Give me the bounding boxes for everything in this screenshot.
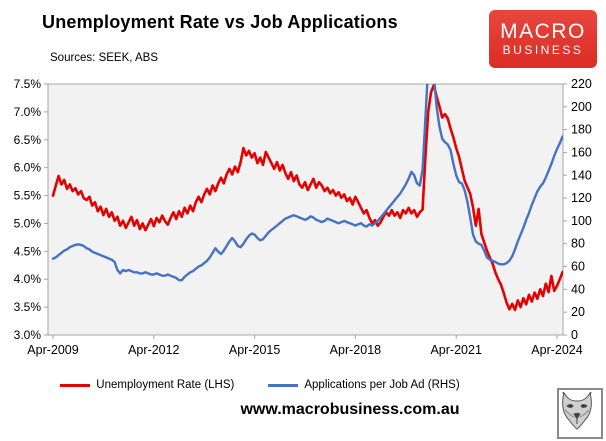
wolf-logo xyxy=(557,388,603,439)
y-right-tick-label: 0 xyxy=(571,328,578,342)
macrobusiness-logo-line1: MACRO xyxy=(500,20,586,43)
y-left-tick-label: 4.5% xyxy=(14,244,42,258)
y-right-tick-label: 80 xyxy=(571,237,585,251)
y-right-tick-label: 20 xyxy=(571,305,585,319)
y-right-tick-label: 60 xyxy=(571,260,585,274)
x-axis-tick-label: Apr-2015 xyxy=(229,343,280,357)
website-url: www.macrobusiness.com.au xyxy=(240,401,460,418)
y-right-tick-label: 140 xyxy=(571,168,592,182)
blue-line-swatch-icon xyxy=(268,383,299,387)
y-left-tick-label: 5.5% xyxy=(14,189,42,203)
y-right-tick-label: 100 xyxy=(571,214,592,228)
sources-note: Sources: SEEK, ABS xyxy=(50,52,159,64)
y-left-tick-label: 5.0% xyxy=(14,216,42,230)
x-axis-tick-label: Apr-2012 xyxy=(128,343,179,357)
y-left-tick-label: 7.5% xyxy=(14,77,42,91)
red-line-swatch-icon xyxy=(60,383,91,387)
y-left-tick-label: 4.0% xyxy=(14,272,42,286)
y-left-tick-label: 7.0% xyxy=(14,105,42,119)
x-axis-tick-label: Apr-2024 xyxy=(531,343,582,357)
legend-item-unemployment: Unemployment Rate (LHS) xyxy=(60,379,234,391)
page-title: Unemployment Rate vs Job Applications xyxy=(42,12,398,32)
y-right-tick-label: 180 xyxy=(571,123,592,137)
y-left-tick-label: 3.0% xyxy=(14,328,42,342)
y-right-tick-label: 200 xyxy=(571,100,592,114)
x-axis-tick-label: Apr-2009 xyxy=(27,343,78,357)
macrobusiness-logo: MACRO BUSINESS xyxy=(489,10,597,68)
y-left-tick-label: 6.5% xyxy=(14,133,42,147)
macrobusiness-logo-line2: BUSINESS xyxy=(502,43,584,57)
wolf-sketch-icon xyxy=(562,391,592,430)
unemployment-rate-line xyxy=(51,84,563,312)
chart-legend: Unemployment Rate (LHS) Applications per… xyxy=(60,379,460,391)
legend-item-applications: Applications per Job Ad (RHS) xyxy=(268,379,460,391)
y-right-tick-label: 120 xyxy=(571,191,592,205)
x-axis-tick-label: Apr-2021 xyxy=(430,343,481,357)
legend-label-unemployment: Unemployment Rate (LHS) xyxy=(96,379,235,391)
y-right-tick-label: 40 xyxy=(571,282,585,296)
y-left-tick-label: 6.0% xyxy=(14,161,42,175)
legend-label-applications: Applications per Job Ad (RHS) xyxy=(304,379,460,391)
plot-area xyxy=(47,83,564,336)
applications-per-job-ad-line xyxy=(51,84,563,282)
x-axis-tick-label: Apr-2018 xyxy=(330,343,381,357)
y-right-tick-label: 220 xyxy=(571,77,592,91)
y-left-tick-label: 3.5% xyxy=(14,300,42,314)
y-right-tick-label: 160 xyxy=(571,145,592,159)
